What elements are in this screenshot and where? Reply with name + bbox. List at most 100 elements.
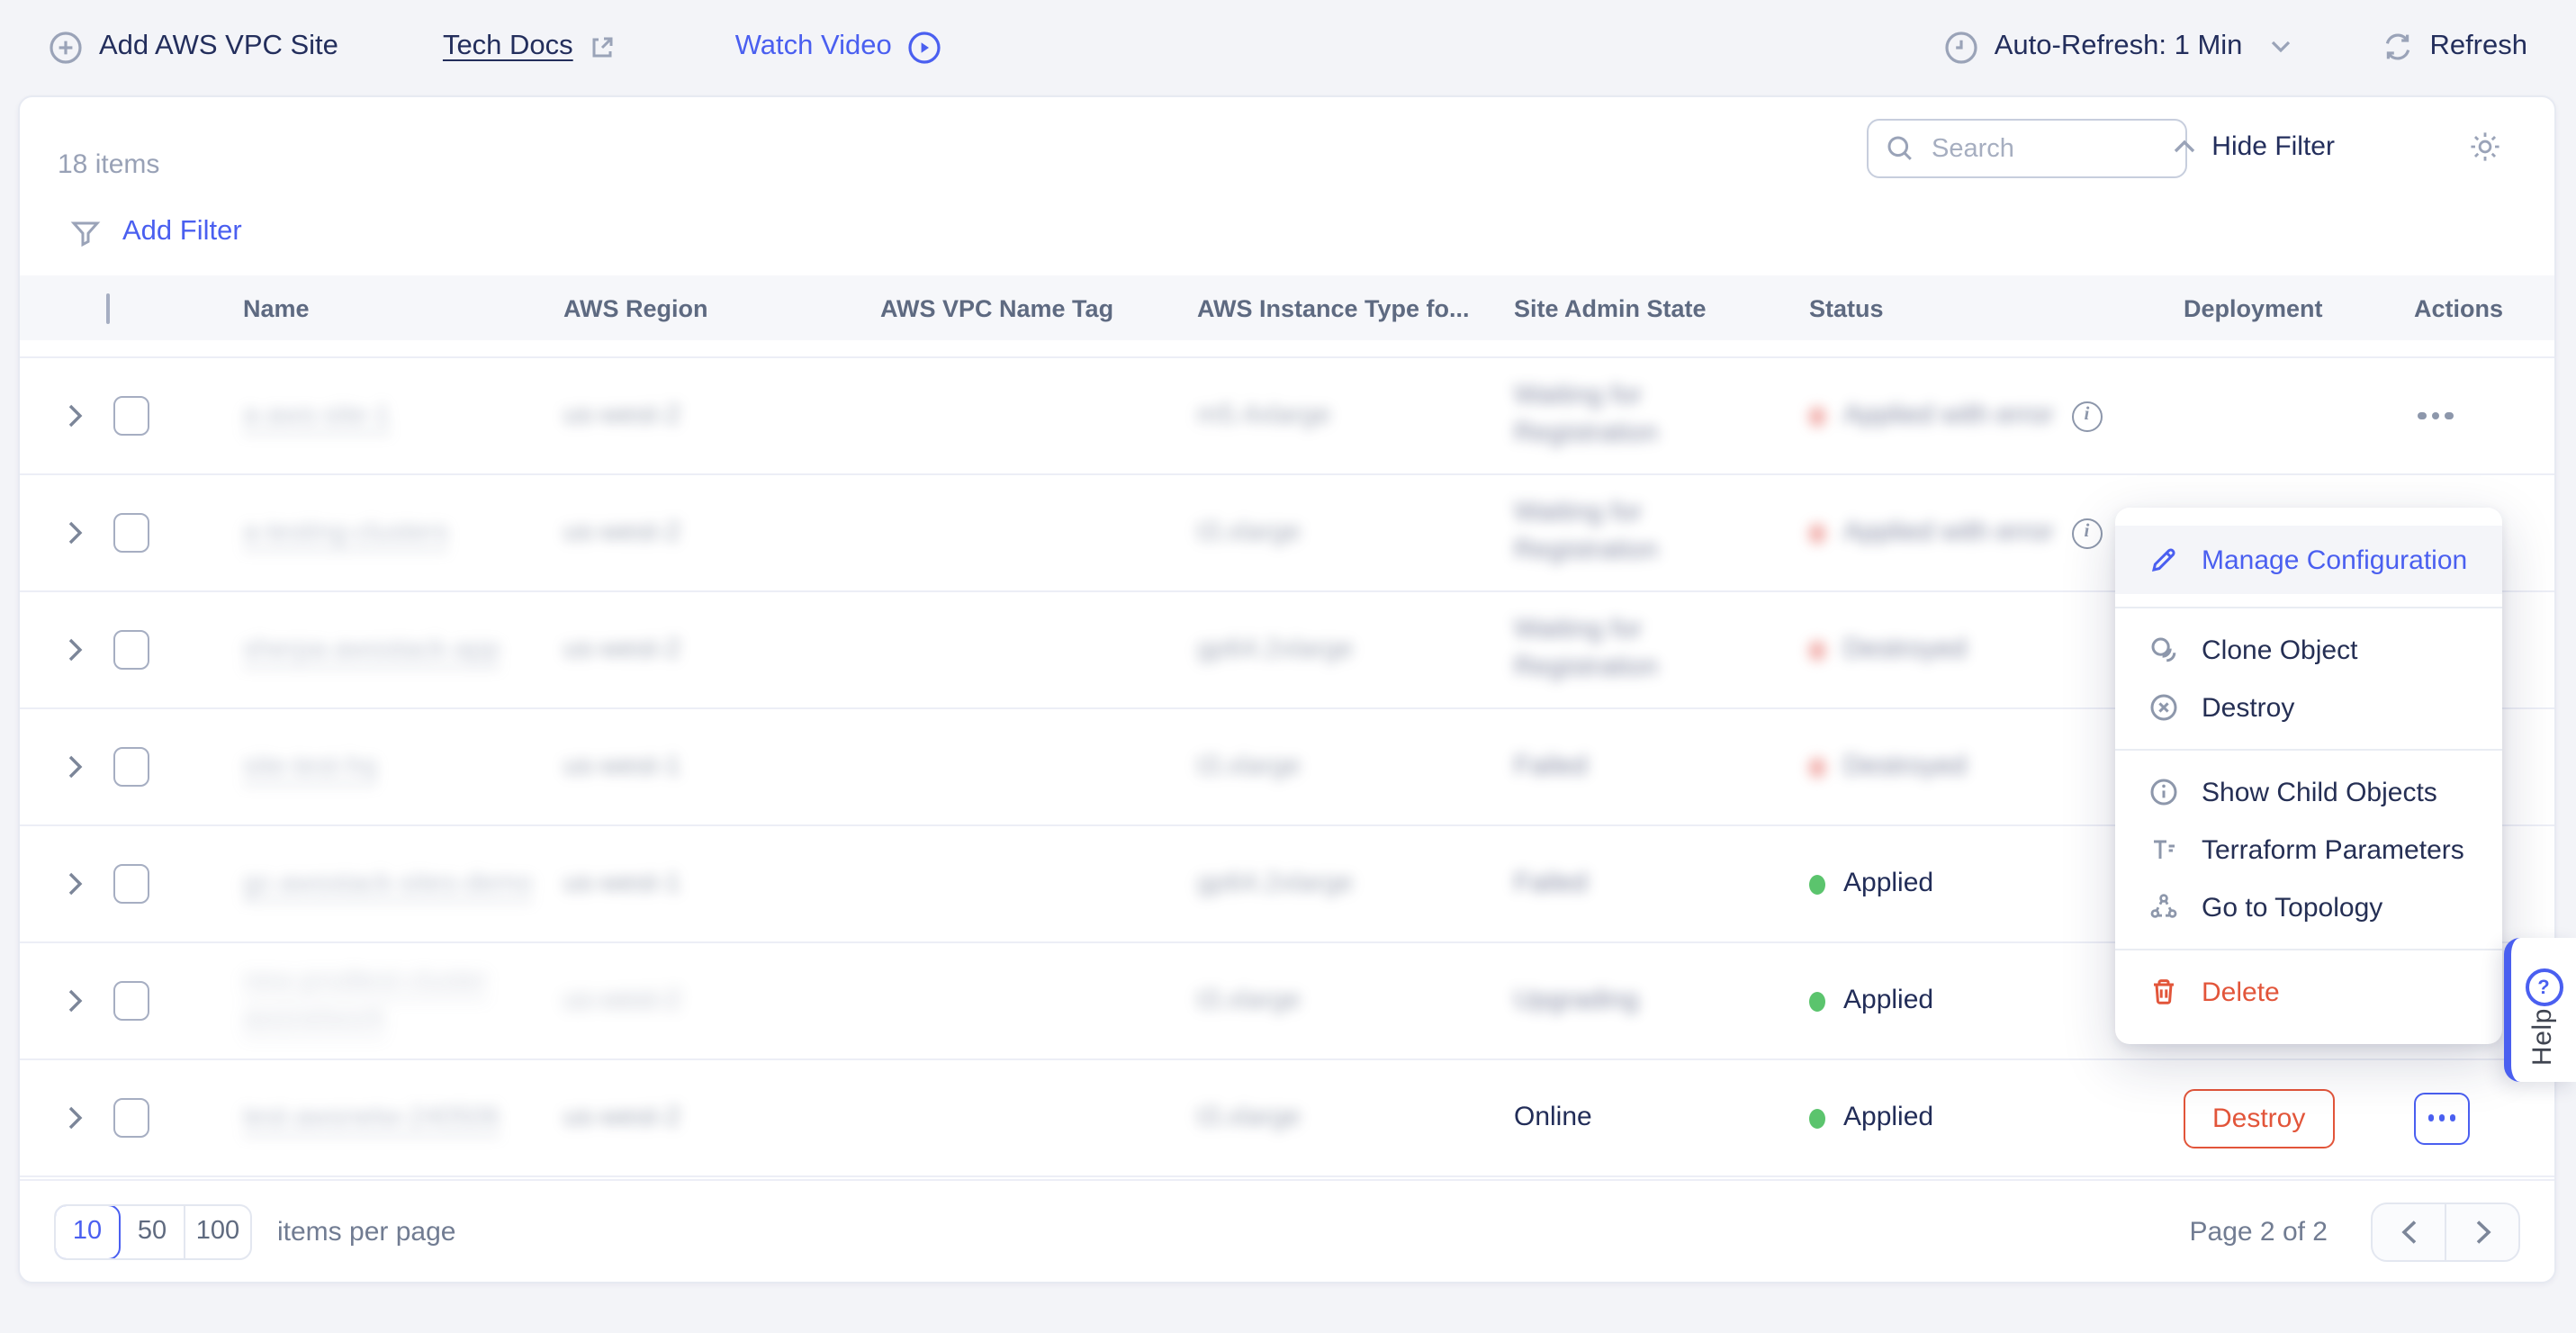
refresh-label: Refresh: [2429, 31, 2527, 61]
menu-divider: [2115, 749, 2502, 751]
row-actions-cell: [2396, 401, 2540, 431]
top-toolbar: Add AWS VPC Site Tech Docs Watch Video A…: [0, 0, 2576, 94]
row-actions-dots-button[interactable]: [2414, 401, 2456, 431]
status-dot: [1809, 991, 1825, 1011]
row-instance-type-cell: t3.xlarge: [1197, 516, 1302, 547]
menu-item-go-to-topology[interactable]: Go to Topology: [2115, 878, 2502, 936]
row-checkbox[interactable]: [113, 1098, 149, 1138]
row-expander-chevron-icon[interactable]: [45, 403, 106, 428]
gear-icon: [2468, 130, 2502, 164]
tech-docs-link[interactable]: Tech Docs: [443, 31, 617, 63]
site-name-link[interactable]: new-prodtest-cluster awsnetwork: [243, 965, 488, 1037]
row-actions-dots-button[interactable]: [2414, 1092, 2470, 1144]
status-value: Applied: [1809, 1099, 1933, 1136]
add-filter-button[interactable]: Add Filter: [70, 216, 242, 248]
trash-icon: [2148, 977, 2178, 1006]
menu-item-terraform-parameters[interactable]: Terraform Parameters: [2115, 821, 2502, 878]
site-name-link[interactable]: gc-awsstack-sites-demo: [243, 867, 533, 902]
table-row: a-aws-site-1 us-west-2 m5.4xlarge Waiting f…: [20, 358, 2554, 475]
menu-label: Clone Object: [2202, 635, 2358, 665]
menu-label: Terraform Parameters: [2202, 834, 2464, 865]
question-circle-icon: ?: [2525, 968, 2562, 1006]
add-site-label: Add AWS VPC Site: [99, 31, 338, 61]
next-page-button[interactable]: [2446, 1203, 2518, 1259]
row-checkbox[interactable]: [113, 513, 149, 553]
status-value: Applied with error: [1809, 514, 2053, 551]
row-checkbox[interactable]: [113, 864, 149, 904]
menu-item-manage-configuration[interactable]: Manage Configuration: [2115, 526, 2502, 594]
table-header: Name AWS Region AWS VPC Name Tag AWS Ins…: [20, 275, 2554, 340]
clone-icon: [2148, 635, 2178, 664]
pagination-bar: 10 50 100 items per page Page 2 of 2: [20, 1179, 2554, 1282]
refresh-button[interactable]: Refresh: [2381, 31, 2527, 63]
row-name-cell: new-prodtest-cluster awsnetwork: [207, 964, 556, 1039]
row-checkbox[interactable]: [113, 981, 149, 1021]
row-checkbox-cell: [106, 981, 207, 1021]
column-header-vpc-tag[interactable]: AWS VPC Name Tag: [880, 294, 1114, 321]
site-name-link[interactable]: a-aws-site-1: [243, 399, 391, 434]
hide-filter-toggle[interactable]: Hide Filter: [2172, 131, 2335, 162]
auto-refresh-dropdown[interactable]: Auto-Refresh: 1 Min: [1944, 30, 2292, 64]
column-header-instance-type[interactable]: AWS Instance Type fo...: [1197, 294, 1470, 321]
row-status-cell: Applied: [1802, 982, 2162, 1019]
deployment-destroy-button[interactable]: Destroy: [2184, 1088, 2335, 1148]
site-name-link[interactable]: sherpa-awsstack-app: [243, 633, 500, 668]
column-header-status[interactable]: Status: [1809, 294, 1884, 321]
external-link-icon: [590, 33, 617, 60]
row-expander-chevron-icon[interactable]: [45, 754, 106, 779]
plus-circle-icon: [49, 30, 83, 64]
row-expander-chevron-icon[interactable]: [45, 637, 106, 662]
search-input[interactable]: [1928, 132, 2167, 165]
column-header-deployment[interactable]: Deployment: [2184, 294, 2323, 321]
status-value: Applied with error: [1809, 397, 2053, 434]
status-dot: [1809, 757, 1825, 777]
row-checkbox[interactable]: [113, 747, 149, 787]
status-info-icon[interactable]: i: [2071, 518, 2103, 548]
row-checkbox-cell: [106, 396, 207, 436]
row-region-cell: us-west-2: [563, 516, 681, 547]
menu-item-show-child-objects[interactable]: Show Child Objects: [2115, 763, 2502, 821]
row-instance-type-cell: m5.4xlarge: [1197, 399, 1331, 430]
row-expander-chevron-icon[interactable]: [45, 520, 106, 545]
auto-refresh-label: Auto-Refresh: 1 Min: [1994, 31, 2243, 61]
site-name-link[interactable]: site-test-hq: [243, 750, 377, 785]
row-name-cell: site-test-hq: [207, 748, 556, 785]
column-header-actions[interactable]: Actions: [2414, 294, 2504, 321]
status-value: Destroyed: [1809, 748, 1967, 785]
menu-item-clone-object[interactable]: Clone Object: [2115, 621, 2502, 679]
site-name-link[interactable]: a-testing-clusters: [243, 516, 449, 551]
watch-video-link[interactable]: Watch Video: [735, 30, 942, 64]
site-name-link[interactable]: test-awsnetw-240506: [243, 1101, 500, 1136]
menu-item-delete[interactable]: Delete: [2115, 963, 2502, 1021]
column-header-name[interactable]: Name: [243, 294, 310, 321]
row-expander-chevron-icon[interactable]: [45, 988, 106, 1013]
status-info-icon[interactable]: i: [2071, 401, 2103, 431]
row-expander-chevron-icon[interactable]: [45, 871, 106, 896]
row-checkbox[interactable]: [113, 396, 149, 436]
row-checkbox[interactable]: [113, 630, 149, 670]
status-dot: [1809, 640, 1825, 660]
page-size-100[interactable]: 100: [195, 1217, 240, 1246]
table-settings-button[interactable]: [2468, 130, 2502, 164]
page-size-50[interactable]: 50: [121, 1205, 185, 1257]
status-dot: [1809, 874, 1825, 894]
row-checkbox-cell: [106, 630, 207, 670]
menu-item-destroy[interactable]: Destroy: [2115, 679, 2502, 736]
add-aws-vpc-site-button[interactable]: Add AWS VPC Site: [49, 30, 338, 64]
prev-page-button[interactable]: [2373, 1203, 2446, 1259]
row-status-cell: Applied with error i: [1802, 514, 2162, 551]
row-admin-state-cell: Waiting for Registration: [1514, 380, 1659, 448]
row-expander-chevron-icon[interactable]: [45, 1105, 106, 1130]
chevron-up-icon: [2172, 139, 2195, 155]
select-all-checkbox[interactable]: [106, 293, 110, 323]
clock-icon: [1944, 30, 1978, 64]
row-admin-state-cell: Waiting for Registration: [1514, 497, 1659, 565]
column-header-admin-state[interactable]: Site Admin State: [1514, 294, 1707, 321]
row-instance-type-cell: gp64.2xlarge: [1197, 633, 1354, 664]
column-header-region[interactable]: AWS Region: [563, 294, 708, 321]
help-tab[interactable]: ? Help: [2504, 938, 2576, 1082]
search-box: [1867, 119, 2187, 178]
items-per-page-label: items per page: [277, 1216, 456, 1247]
page-size-10[interactable]: 10: [56, 1205, 121, 1257]
